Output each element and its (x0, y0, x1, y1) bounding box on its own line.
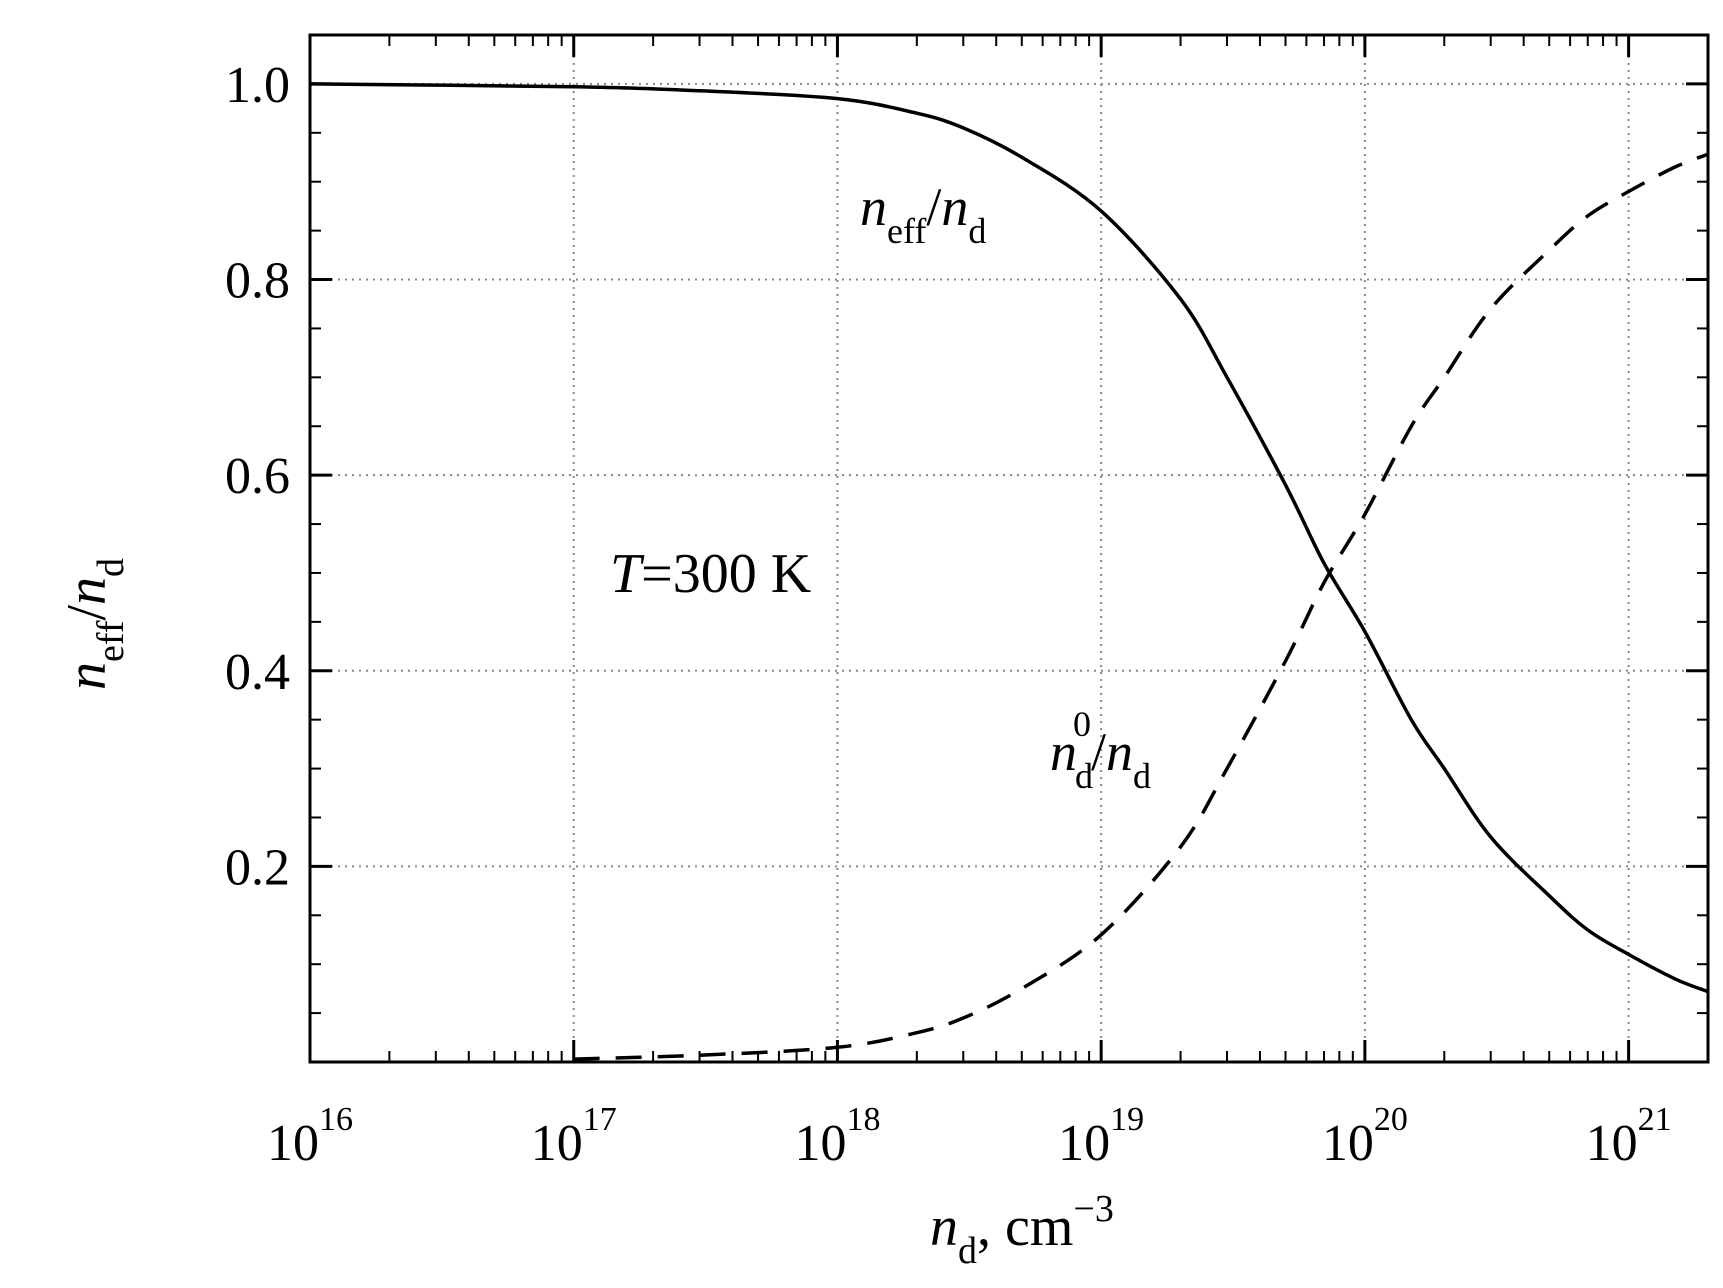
y-tick-label: 1.0 (225, 57, 290, 114)
y-tick-label: 0.8 (225, 253, 290, 310)
x-tick-label: 1020 (1322, 1101, 1408, 1172)
minor-ticks (310, 35, 1708, 1062)
annotation-temperature: T=300 K (610, 543, 811, 605)
grid (310, 35, 1708, 1062)
x-tick-label: 1018 (794, 1101, 880, 1172)
x-tick-label: 1021 (1586, 1101, 1672, 1172)
series-layer (309, 82, 1709, 1061)
x-tick-label: 1017 (531, 1101, 617, 1172)
y-axis-title: neff/nd (56, 558, 132, 690)
y-tick-label: 0.6 (225, 448, 290, 505)
y-tick-label: 0.2 (225, 839, 290, 896)
x-axis-title: nd, cm−3 (930, 1188, 1114, 1272)
y-tick-labels: 0.2 0.4 0.6 0.8 1.0 (225, 57, 290, 896)
series-line-1 (573, 152, 1709, 1061)
plot-frame (308, 33, 1710, 1064)
y-tick-label: 0.4 (225, 644, 290, 701)
series-label-neff: neff/nd (860, 177, 986, 251)
x-tick-label: 1019 (1058, 1101, 1144, 1172)
x-tick-label: 1016 (267, 1101, 353, 1172)
series-label-nd0: nd0/nd (1050, 704, 1151, 796)
major-ticks (308, 35, 1708, 1062)
x-tick-labels: 1016 1017 1018 1019 1020 1021 (267, 1101, 1672, 1172)
series-line-0 (309, 82, 1709, 994)
